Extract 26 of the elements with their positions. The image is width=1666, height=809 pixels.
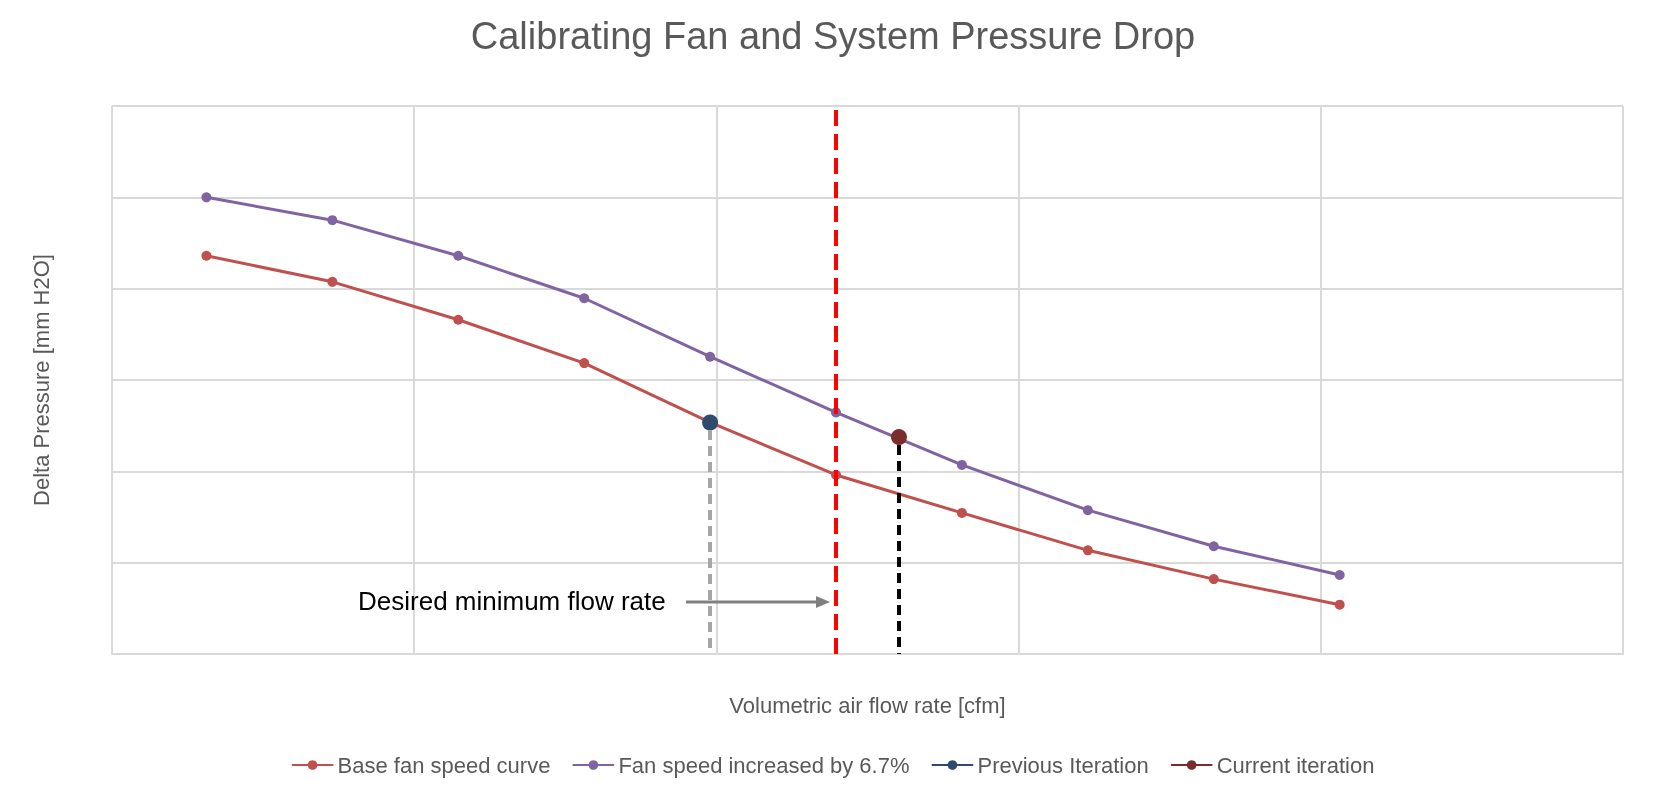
point xyxy=(1334,570,1345,580)
point xyxy=(705,351,716,362)
y-axis-title: Delta Pressure [mm H2O] xyxy=(28,254,54,506)
point xyxy=(579,293,590,304)
legend-label: Base fan speed curve xyxy=(337,752,551,778)
point xyxy=(453,314,464,325)
x-axis-title: Volumetric air flow rate [cfm] xyxy=(729,692,1006,718)
chart-title: Calibrating Fan and System Pressure Drop xyxy=(470,15,1196,57)
point xyxy=(201,250,212,261)
annotation: Desired minimum flow rate xyxy=(358,586,666,617)
point xyxy=(891,429,907,446)
point xyxy=(1082,505,1093,516)
point xyxy=(327,276,338,287)
legend-label: Fan speed increased by 6.7% xyxy=(618,752,910,778)
point xyxy=(327,215,338,226)
point xyxy=(956,507,967,518)
point xyxy=(1082,545,1093,556)
point xyxy=(1208,574,1219,585)
point xyxy=(201,192,212,203)
point xyxy=(453,250,464,261)
point xyxy=(1334,599,1345,610)
point xyxy=(579,358,590,369)
legend-label: Current iteration xyxy=(1216,752,1375,778)
point xyxy=(1208,541,1219,552)
legend-label: Previous Iteration xyxy=(977,752,1149,778)
point xyxy=(956,459,967,470)
